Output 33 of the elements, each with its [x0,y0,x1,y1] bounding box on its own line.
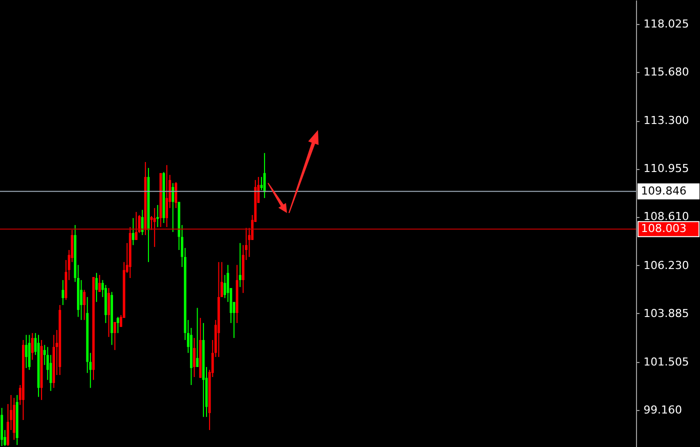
candlestick [196,307,199,368]
y-tick-label: 106.230 [644,258,689,272]
ref-line-label: 109.846 [641,184,686,198]
candlestick [31,332,34,360]
y-tick-label: 115.680 [644,66,689,79]
y-tick-label: 101.505 [644,356,689,368]
candlestick [108,288,110,338]
candlestick [25,334,28,369]
ref-line-label: 108.003 [641,222,686,236]
candlestick [193,337,196,378]
candlestick [80,280,82,320]
candlestick [172,182,174,232]
candlestick [141,209,144,236]
candlestick [83,289,86,320]
candlestick [153,208,156,248]
candlestick [98,274,101,292]
candlestick [263,152,266,199]
candlestick [132,218,134,246]
y-tick-label: 108.610 [644,210,689,224]
candlestick [238,242,242,288]
candlestick [156,204,159,228]
y-tick-label: 113.300 [644,114,689,128]
candlestick [114,322,116,351]
y-tick-label: 118.025 [644,18,689,31]
candlestick [135,211,138,240]
candlestick [174,182,178,209]
candlestick [116,316,120,334]
candlestick [95,272,98,302]
y-tick-label: 103.885 [644,306,689,320]
y-tick-label: 110.955 [644,162,689,176]
y-tick-label: 99.160 [644,403,682,416]
candlestick [62,280,64,306]
candlestick [166,164,168,228]
